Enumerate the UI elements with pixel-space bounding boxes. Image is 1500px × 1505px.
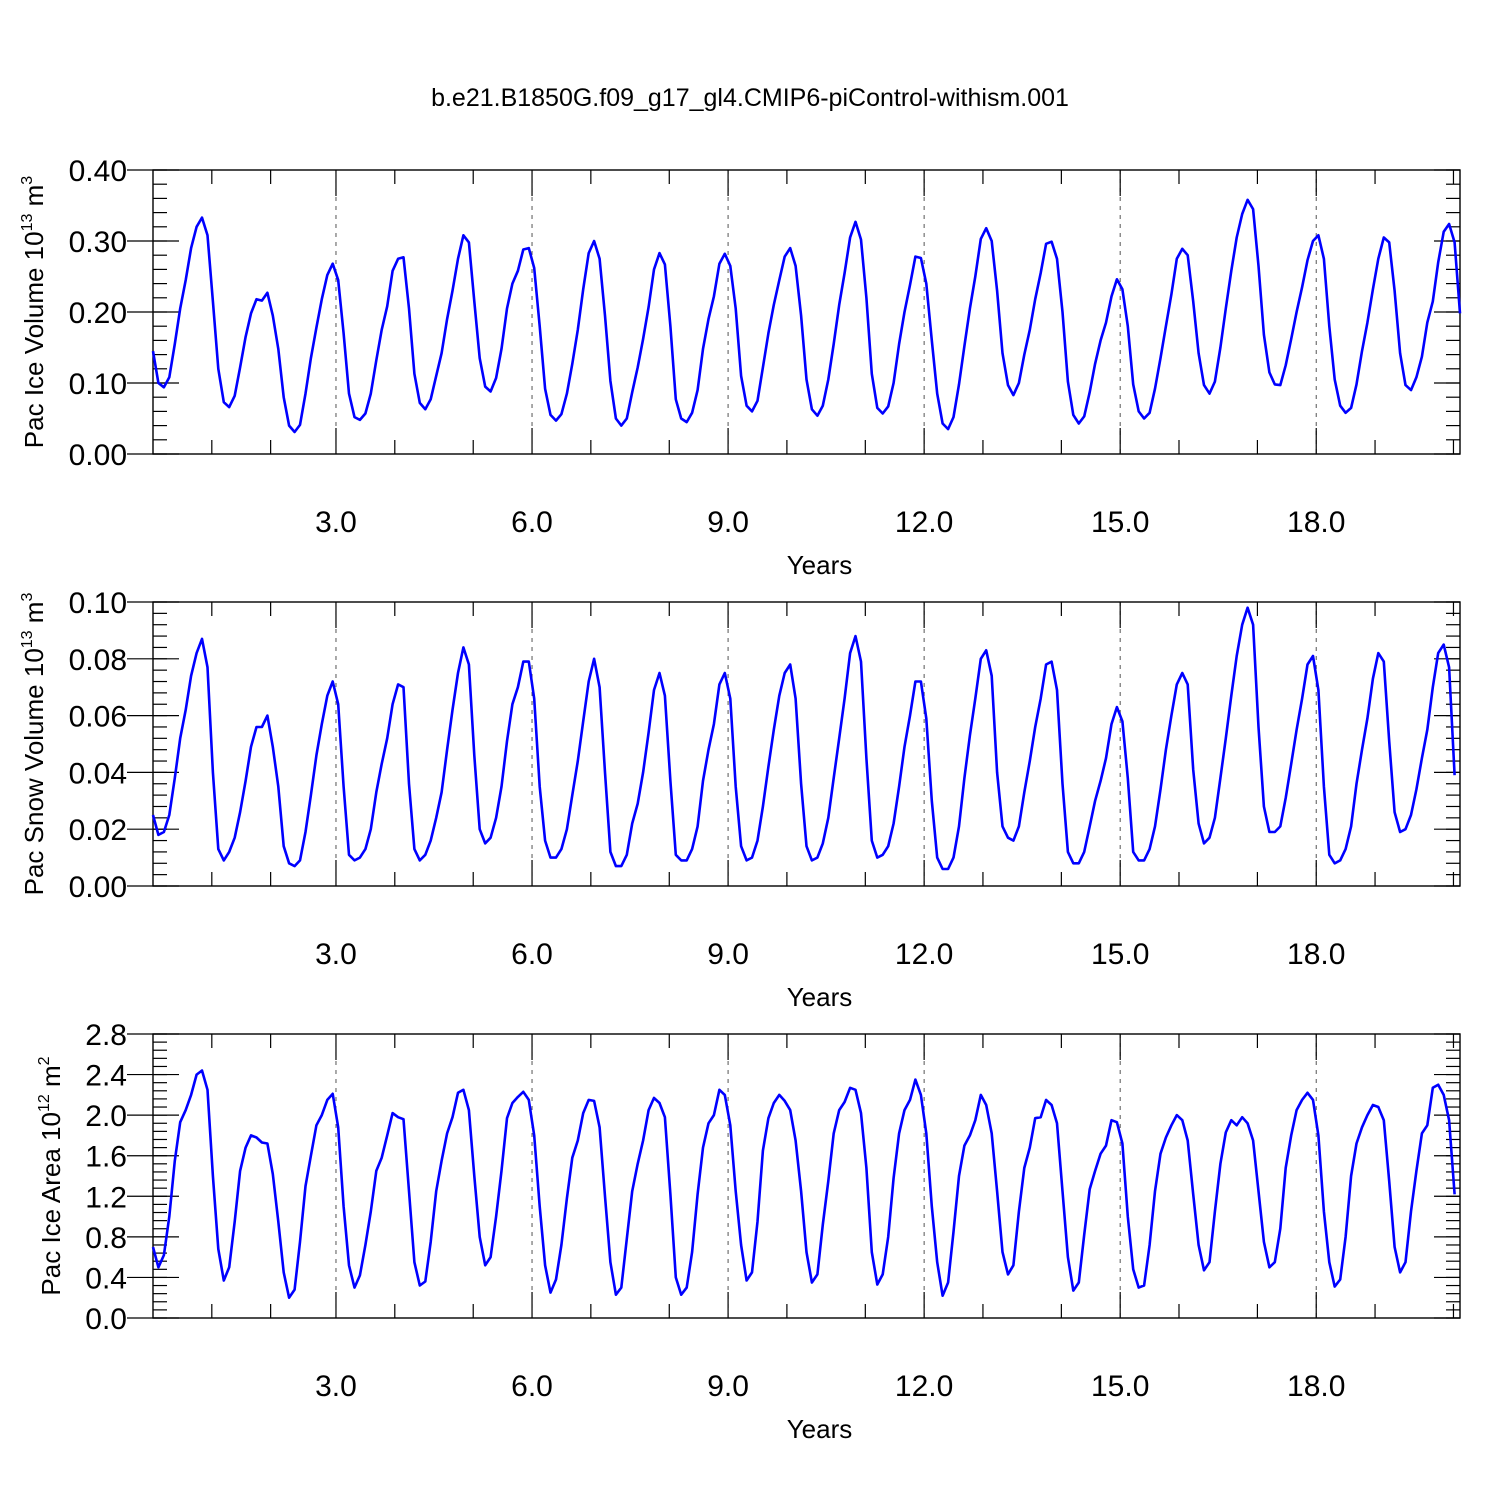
y-tick-label-5: 0.10 — [69, 587, 127, 620]
y-tick-label-0: 0.00 — [69, 871, 127, 904]
y-tick-label-1: 0.10 — [69, 368, 127, 401]
x-tick-label-5: 18.0 — [1287, 506, 1345, 539]
x-tick-label-2: 9.0 — [707, 506, 749, 539]
x-tick-label-5: 18.0 — [1287, 938, 1345, 971]
plot-frame — [152, 601, 1461, 887]
panel-1: 0.00 0.10 0.20 0.30 0.40 3.0 6.0 9.0 12.0 15.0 18.… — [19, 155, 1462, 580]
y-tick-label-4: 0.08 — [69, 644, 127, 677]
plot-frame — [152, 1033, 1461, 1319]
x-tick-label-0: 3.0 — [315, 938, 357, 971]
x-tick-label-2: 9.0 — [707, 1370, 749, 1403]
y-tick-label-4: 0.40 — [69, 155, 127, 188]
panel-3: 0.0 0.4 0.8 1.2 1.6 2.0 2.4 2.8 3.0 6.0 9.0 12.0 15.… — [36, 1019, 1461, 1444]
x-tick-label-3: 12.0 — [895, 938, 953, 971]
y-tick-label-0: 0.00 — [69, 439, 127, 472]
x-tick-label-3: 12.0 — [895, 506, 953, 539]
x-axis-label: Years — [787, 1414, 853, 1444]
y-tick-label-5: 2.0 — [85, 1100, 127, 1133]
x-tick-label-2: 9.0 — [707, 938, 749, 971]
series-line-1 — [151, 606, 1456, 871]
x-tick-label-3: 12.0 — [895, 1370, 953, 1403]
x-tick-label-4: 15.0 — [1091, 938, 1149, 971]
figure-title: b.e21.B1850G.f09_g17_gl4.CMIP6-piControl… — [431, 84, 1069, 112]
plot-frame — [152, 169, 1461, 455]
panel-2: 0.00 0.02 0.04 0.06 0.08 0.10 3.0 6.0 9.0 12.0 15.… — [19, 587, 1461, 1012]
x-tick-label-1: 6.0 — [511, 506, 553, 539]
y-tick-label-0: 0.0 — [85, 1303, 127, 1336]
x-tick-label-5: 18.0 — [1287, 1370, 1345, 1403]
y-axis-label: Pac Ice Volume 1013 m3 — [19, 176, 49, 449]
y-tick-label-1: 0.4 — [85, 1262, 127, 1295]
x-tick-label-1: 6.0 — [511, 1370, 553, 1403]
x-tick-label-1: 6.0 — [511, 938, 553, 971]
series-line-1 — [151, 198, 1462, 434]
y-tick-label-1: 0.02 — [69, 814, 127, 847]
x-axis-label: Years — [787, 982, 853, 1012]
y-axis-label: Pac Snow Volume 1013 m3 — [19, 593, 49, 896]
y-tick-label-3: 1.2 — [85, 1181, 127, 1214]
y-axis-label: Pac Ice Area 1012 m2 — [36, 1056, 66, 1295]
y-tick-label-7: 2.8 — [85, 1019, 127, 1052]
y-tick-label-3: 0.06 — [69, 701, 127, 734]
y-tick-label-2: 0.8 — [85, 1222, 127, 1255]
series-line-1 — [151, 1069, 1456, 1299]
x-tick-label-0: 3.0 — [315, 506, 357, 539]
x-tick-label-0: 3.0 — [315, 1370, 357, 1403]
x-tick-label-4: 15.0 — [1091, 506, 1149, 539]
y-tick-label-6: 2.4 — [85, 1060, 127, 1093]
y-tick-label-3: 0.30 — [69, 226, 127, 259]
y-tick-label-4: 1.6 — [85, 1141, 127, 1174]
y-tick-label-2: 0.04 — [69, 757, 127, 790]
x-tick-label-4: 15.0 — [1091, 1370, 1149, 1403]
x-axis-label: Years — [787, 550, 853, 580]
y-tick-label-2: 0.20 — [69, 297, 127, 330]
